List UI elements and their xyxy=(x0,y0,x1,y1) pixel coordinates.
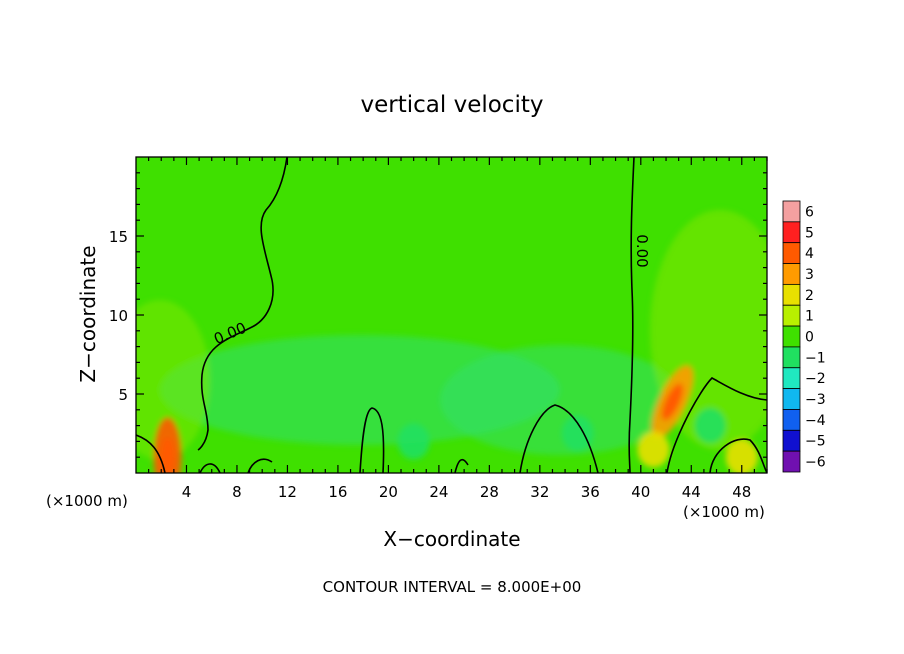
field-feature xyxy=(397,423,430,460)
colorbar-swatch xyxy=(782,450,801,473)
colorbar-label: 5 xyxy=(805,225,814,241)
colorbar-swatch xyxy=(782,367,801,390)
zero-contour xyxy=(709,438,767,473)
colorbar-label: −6 xyxy=(805,455,826,471)
x-tick-label: 12 xyxy=(278,483,297,501)
colorbar-label: −3 xyxy=(805,392,826,408)
chart-title: vertical velocity xyxy=(361,92,544,118)
zero-contour xyxy=(666,377,767,473)
shading-wash xyxy=(440,345,680,455)
colorbar-label: −5 xyxy=(805,434,826,450)
colorbar-label: 3 xyxy=(805,267,814,283)
colorbar-label: 6 xyxy=(805,204,814,220)
y-tick-label: 10 xyxy=(109,307,128,325)
zero-contour xyxy=(199,463,221,473)
colorbar-label: 4 xyxy=(805,246,814,262)
colorbar-label: 0 xyxy=(805,330,814,346)
x-tick-label: 4 xyxy=(182,483,192,501)
colorbar: 6 5 4 3 2 1 0 −1 −2 −3 −4 −5 −6 xyxy=(782,200,826,473)
colorbar-swatch xyxy=(782,304,801,327)
x-tick-label: 36 xyxy=(581,483,600,501)
colorbar-swatch xyxy=(782,429,801,452)
colorbar-swatch xyxy=(782,263,801,285)
zero-contour xyxy=(628,157,635,473)
colorbar-swatch xyxy=(782,388,801,410)
shading-wash xyxy=(136,300,210,460)
x-tick-label: 24 xyxy=(429,483,448,501)
x-tick-label: 48 xyxy=(732,483,751,501)
x-axis-label: X−coordinate xyxy=(383,527,520,551)
x-tick-label: 16 xyxy=(328,483,347,501)
field-feature xyxy=(637,431,670,468)
heatmap-field xyxy=(136,157,767,473)
colorbar-label: −1 xyxy=(805,350,826,366)
colorbar-swatch xyxy=(782,200,801,223)
x-tick-label: 8 xyxy=(232,483,242,501)
y-tick-label: 5 xyxy=(118,386,128,404)
x-tick-label: 20 xyxy=(379,483,398,501)
zero-contour xyxy=(454,458,469,473)
y-axis-label: Z−coordinate xyxy=(76,245,100,382)
x-tick-label: 40 xyxy=(631,483,650,501)
x-tick-label: 28 xyxy=(480,483,499,501)
x-tick-label: 32 xyxy=(530,483,549,501)
zero-contour xyxy=(519,404,599,473)
field-feature-core xyxy=(160,437,175,473)
field-feature xyxy=(694,407,727,444)
zero-contour xyxy=(359,407,385,473)
field-feature xyxy=(561,415,594,452)
colorbar-label: 1 xyxy=(805,309,814,325)
zero-contour xyxy=(136,434,166,473)
x-tick-label: 44 xyxy=(682,483,701,501)
colorbar-swatch xyxy=(782,346,801,369)
zero-contour xyxy=(197,157,288,451)
x-unit-right: (×1000 m) xyxy=(683,503,765,521)
colorbar-swatch xyxy=(782,325,801,348)
colorbar-swatch xyxy=(782,242,801,264)
field-feature-core xyxy=(661,383,683,421)
contour-interval-text: CONTOUR INTERVAL = 8.000E+00 xyxy=(323,578,582,596)
contour-label-right: 0.00 xyxy=(633,234,651,267)
x-unit-left: (×1000 m) xyxy=(46,492,128,510)
colorbar-label: −2 xyxy=(805,371,826,387)
colorbar-swatch xyxy=(782,283,801,306)
colorbar-swatch xyxy=(782,409,801,431)
colorbar-label: 2 xyxy=(805,288,814,304)
field-feature xyxy=(725,439,758,473)
colorbar-swatch xyxy=(782,221,801,244)
y-tick-label: 15 xyxy=(109,228,128,246)
colorbar-label: −4 xyxy=(805,413,826,429)
